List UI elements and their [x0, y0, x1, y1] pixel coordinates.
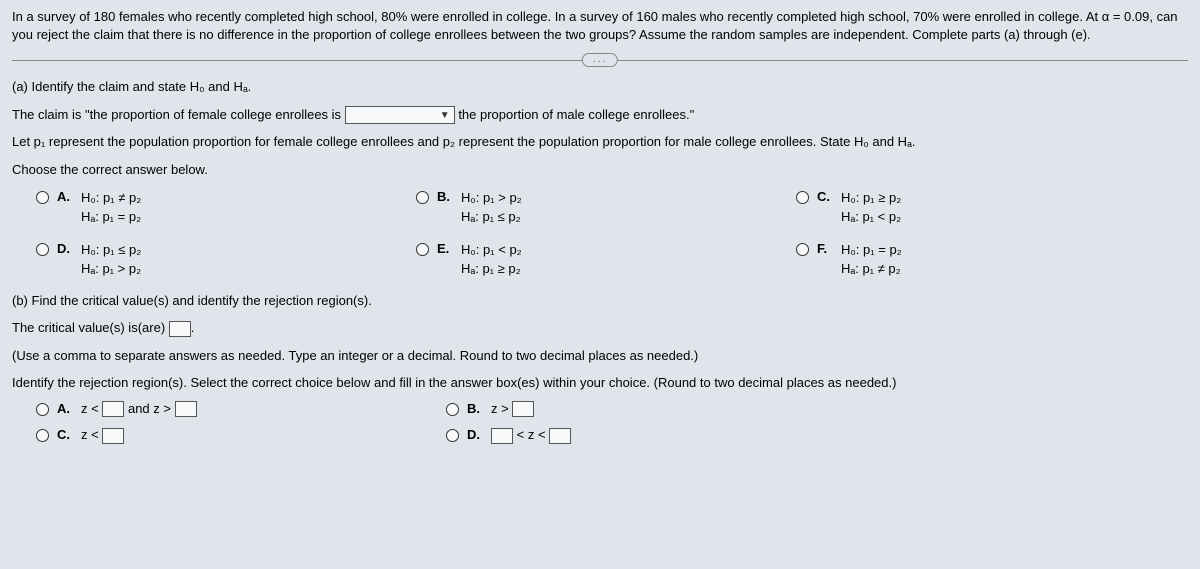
hypothesis-options: A. H₀: p₁ ≠ p₂ Hₐ: p₁ = p₂ B. H₀: p₁ > p… [36, 189, 1156, 278]
rejection-region-label: Identify the rejection region(s). Select… [12, 373, 1188, 393]
option-c: C. H₀: p₁ ≥ p₂ Hₐ: p₁ < p₂ [796, 189, 1156, 227]
let-definition: Let p₁ represent the population proporti… [12, 132, 1188, 152]
rr-math: z > [491, 401, 534, 418]
h0-text: H₀: p₁ > p₂ [461, 189, 522, 208]
option-a: A. H₀: p₁ ≠ p₂ Hₐ: p₁ = p₂ [36, 189, 396, 227]
h0-text: H₀: p₁ ≠ p₂ [81, 189, 141, 208]
option-math: H₀: p₁ = p₂ Hₐ: p₁ ≠ p₂ [841, 241, 902, 279]
option-d: D. H₀: p₁ ≤ p₂ Hₐ: p₁ > p₂ [36, 241, 396, 279]
radio-f[interactable] [796, 243, 809, 256]
rr-option-d: D. < z < [446, 427, 856, 444]
option-f: F. H₀: p₁ = p₂ Hₐ: p₁ ≠ p₂ [796, 241, 1156, 279]
option-letter: C. [57, 427, 75, 442]
rr-d-input1[interactable] [491, 428, 513, 444]
cv-pre-text: The critical value(s) is(are) [12, 320, 169, 335]
critical-value-line: The critical value(s) is(are) . [12, 318, 1188, 338]
ha-text: Hₐ: p₁ ≠ p₂ [841, 260, 902, 279]
part-a-heading: (a) Identify the claim and state H₀ and … [12, 77, 1188, 97]
claim-pre-text: The claim is "the proportion of female c… [12, 107, 341, 122]
claim-sentence: The claim is "the proportion of female c… [12, 105, 1188, 125]
h0-text: H₀: p₁ < p₂ [461, 241, 522, 260]
option-letter: F. [817, 241, 835, 256]
ha-text: Hₐ: p₁ ≤ p₂ [461, 208, 522, 227]
radio-e[interactable] [416, 243, 429, 256]
rr-radio-d[interactable] [446, 429, 459, 442]
option-letter: B. [437, 189, 455, 204]
option-math: H₀: p₁ ≠ p₂ Hₐ: p₁ = p₂ [81, 189, 141, 227]
rr-math: z < and z > [81, 401, 197, 418]
rr-math: z < [81, 427, 124, 444]
rr-b-input[interactable] [512, 401, 534, 417]
h0-text: H₀: p₁ ≥ p₂ [841, 189, 901, 208]
rr-c-pre: z < [81, 427, 99, 442]
option-math: H₀: p₁ > p₂ Hₐ: p₁ ≤ p₂ [461, 189, 522, 227]
rr-radio-c[interactable] [36, 429, 49, 442]
radio-d[interactable] [36, 243, 49, 256]
problem-intro: In a survey of 180 females who recently … [12, 8, 1188, 43]
claim-post-text: the proportion of male college enrollees… [458, 107, 694, 122]
radio-c[interactable] [796, 191, 809, 204]
rr-a-input2[interactable] [175, 401, 197, 417]
critical-value-input[interactable] [169, 321, 191, 337]
rr-radio-a[interactable] [36, 403, 49, 416]
rr-option-b: B. z > [446, 401, 856, 418]
rr-option-a: A. z < and z > [36, 401, 446, 418]
h0-text: H₀: p₁ ≤ p₂ [81, 241, 141, 260]
rr-option-c: C. z < [36, 427, 446, 444]
rejection-options: A. z < and z > B. z > C. z < [36, 401, 856, 444]
radio-b[interactable] [416, 191, 429, 204]
rr-d-mid: < z < [517, 427, 546, 442]
option-b: B. H₀: p₁ > p₂ Hₐ: p₁ ≤ p₂ [416, 189, 776, 227]
claim-dropdown[interactable]: ▼ [345, 106, 455, 124]
option-letter: B. [467, 401, 485, 416]
option-math: H₀: p₁ < p₂ Hₐ: p₁ ≥ p₂ [461, 241, 522, 279]
ha-text: Hₐ: p₁ < p₂ [841, 208, 901, 227]
option-math: H₀: p₁ ≥ p₂ Hₐ: p₁ < p₂ [841, 189, 901, 227]
section-divider: ... [12, 53, 1188, 67]
part-b-heading: (b) Find the critical value(s) and ident… [12, 291, 1188, 311]
choose-answer-label: Choose the correct answer below. [12, 160, 1188, 180]
h0-text: H₀: p₁ = p₂ [841, 241, 902, 260]
rr-a-mid: and z > [128, 401, 171, 416]
chevron-down-icon: ▼ [438, 108, 452, 122]
radio-a[interactable] [36, 191, 49, 204]
rr-c-input[interactable] [102, 428, 124, 444]
ha-text: Hₐ: p₁ ≥ p₂ [461, 260, 522, 279]
ellipsis-pill: ... [582, 53, 618, 67]
option-math: H₀: p₁ ≤ p₂ Hₐ: p₁ > p₂ [81, 241, 141, 279]
ha-text: Hₐ: p₁ > p₂ [81, 260, 141, 279]
cv-hint: (Use a comma to separate answers as need… [12, 346, 1188, 366]
option-letter: D. [467, 427, 485, 442]
option-letter: C. [817, 189, 835, 204]
cv-post-text: . [191, 320, 195, 335]
rr-d-input2[interactable] [549, 428, 571, 444]
rr-a-input1[interactable] [102, 401, 124, 417]
option-letter: A. [57, 401, 75, 416]
option-letter: D. [57, 241, 75, 256]
rr-radio-b[interactable] [446, 403, 459, 416]
option-e: E. H₀: p₁ < p₂ Hₐ: p₁ ≥ p₂ [416, 241, 776, 279]
rr-math: < z < [491, 427, 571, 444]
rr-b-pre: z > [491, 401, 509, 416]
option-letter: E. [437, 241, 455, 256]
rr-a-pre: z < [81, 401, 99, 416]
ha-text: Hₐ: p₁ = p₂ [81, 208, 141, 227]
option-letter: A. [57, 189, 75, 204]
